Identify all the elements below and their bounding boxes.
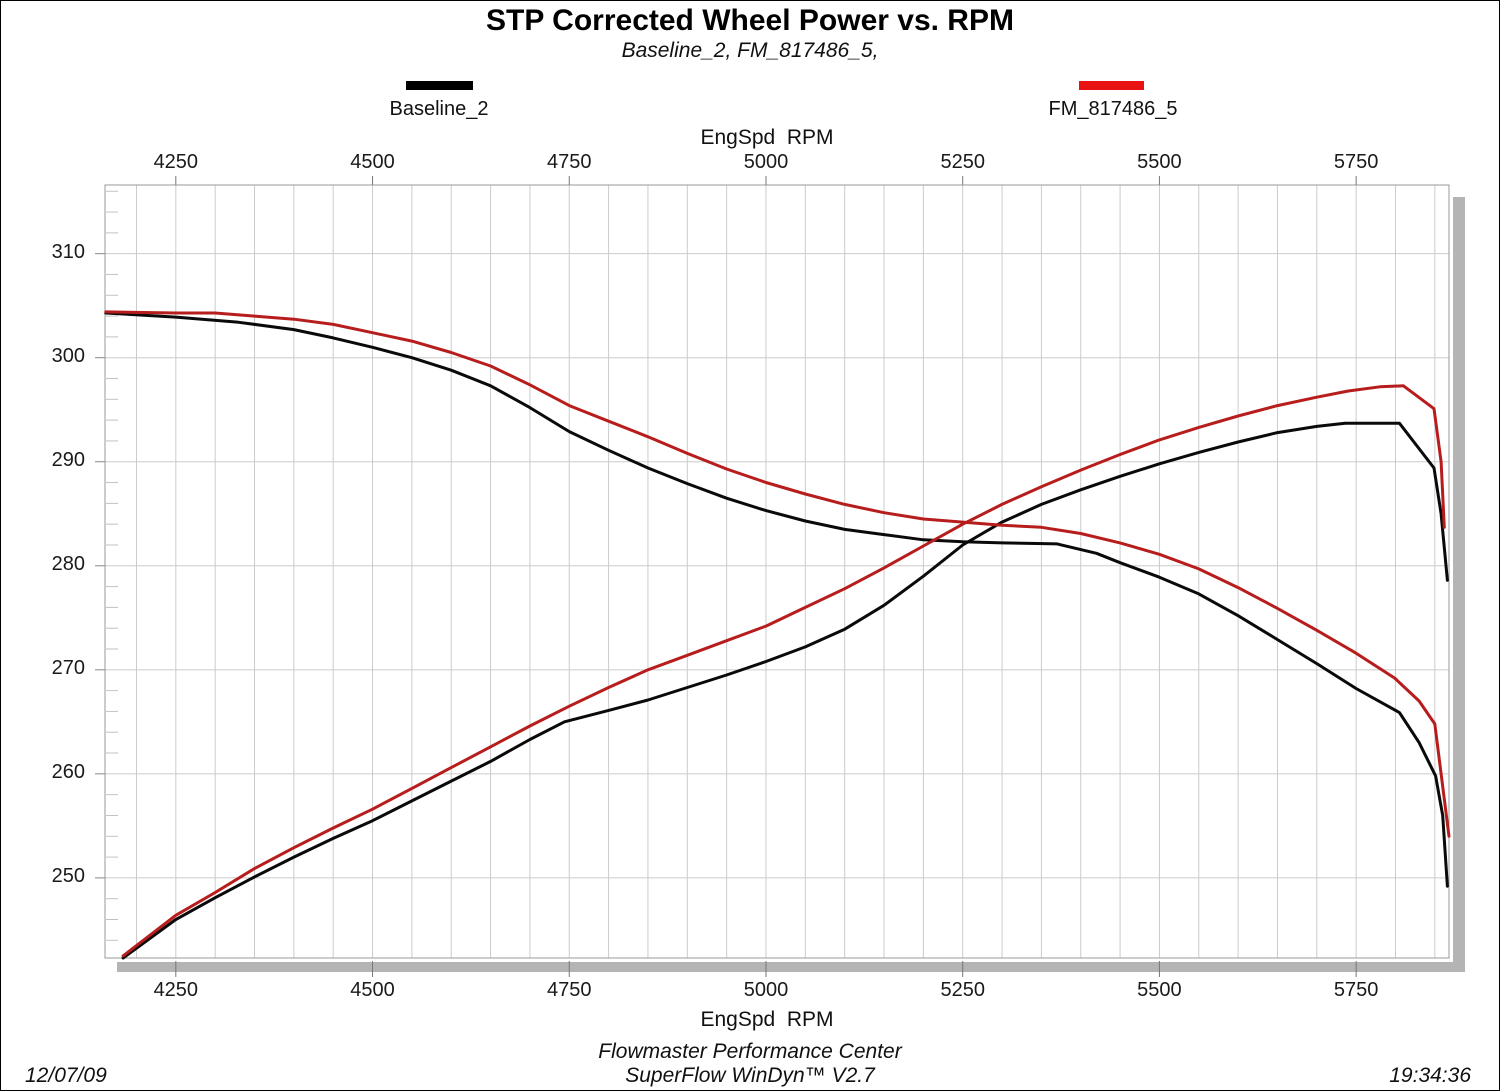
y-tick-label: 250: [51, 864, 85, 887]
x-tick-label-bottom: 4750: [547, 979, 592, 1001]
x-tick-label-top: 4750: [547, 151, 592, 173]
y-tick-label: 290: [51, 448, 85, 471]
legend-swatch-fm: [1079, 81, 1144, 90]
footer-date: 12/07/09: [25, 1064, 107, 1087]
curve-Baseline_2-falling: [104, 311, 1449, 888]
y-tick-label: 270: [51, 656, 85, 679]
x-tick-label-bottom: 5000: [743, 979, 789, 1001]
y-tick-label: 280: [51, 552, 85, 575]
curve-FM_817486_5-falling: [104, 310, 1451, 838]
x-tick-label-top: 5500: [1137, 151, 1182, 173]
curve-Baseline_2-rising: [121, 421, 1449, 960]
footer-time: 19:34:36: [1389, 1064, 1471, 1087]
x-axis-label-bottom: EngSpd RPM: [700, 1008, 834, 1031]
footer-facility: Flowmaster Performance Center: [598, 1040, 902, 1063]
x-tick-label-top: 5750: [1333, 151, 1379, 173]
x-tick-label-bottom: 5250: [940, 979, 985, 1001]
x-tick-label-bottom: 4250: [153, 979, 199, 1001]
curve-FM_817486_5-rising: [121, 384, 1446, 958]
legend-label-fm: FM_817486_5: [1048, 98, 1178, 120]
x-tick-label-top: 5000: [743, 151, 789, 173]
x-tick-label-bottom: 4500: [350, 979, 395, 1001]
x-tick-label-bottom: 5500: [1137, 979, 1182, 1001]
x-tick-label-top: 5250: [940, 151, 985, 173]
legend-swatch-baseline: [406, 81, 473, 90]
x-tick-label-bottom: 5750: [1333, 979, 1379, 1001]
footer-software: SuperFlow WinDyn™ V2.7: [625, 1064, 875, 1087]
chart-title: STP Corrected Wheel Power vs. RPM: [486, 4, 1014, 37]
legend-label-baseline: Baseline_2: [389, 98, 489, 120]
y-tick-label: 310: [51, 240, 85, 263]
y-tick-label: 260: [51, 760, 85, 783]
chart-subtitle: Baseline_2, FM_817486_5,: [621, 39, 879, 62]
x-axis-label-top: EngSpd RPM: [700, 126, 834, 149]
y-tick-label: 300: [51, 344, 85, 367]
x-tick-label-top: 4500: [350, 151, 395, 173]
x-tick-label-top: 4250: [153, 151, 199, 173]
